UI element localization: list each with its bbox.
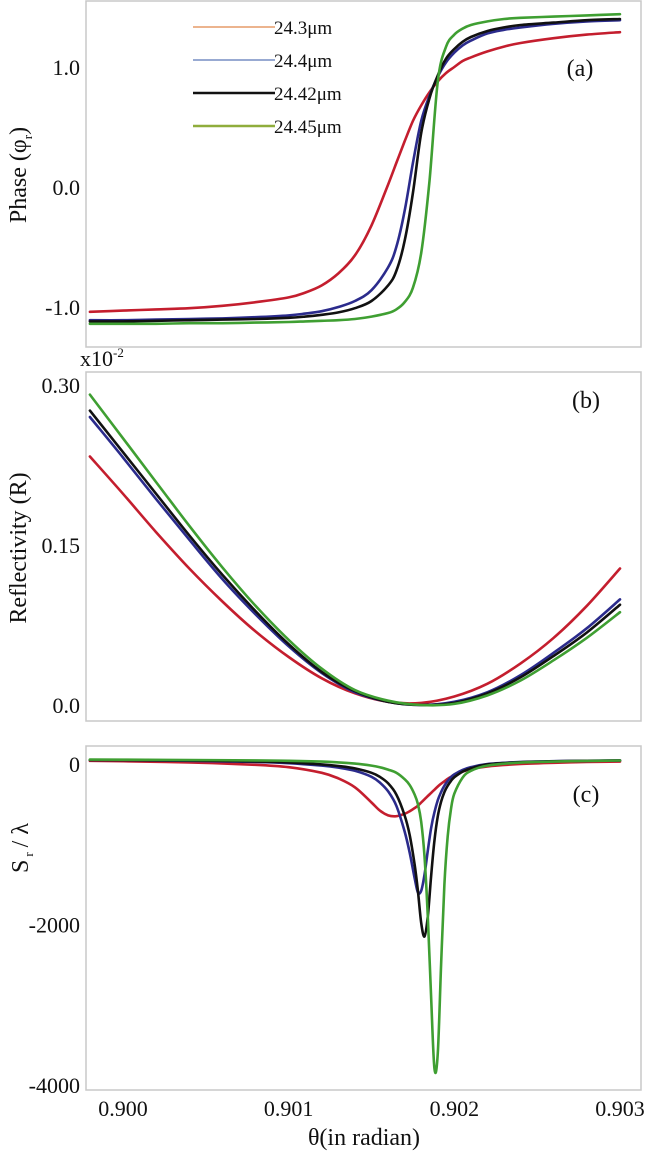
series-line-24-4-panel-a <box>88 18 622 322</box>
y-tick-label: -1.0 <box>45 295 80 320</box>
series-line-24-4-panel-b <box>88 415 622 707</box>
panel-b-scale-note: x10-2 <box>80 345 124 371</box>
y-tick-label: -2000 <box>29 913 80 938</box>
y-tick-label: 1.0 <box>53 55 81 80</box>
panel-c-label: (c) <box>573 782 600 808</box>
y-tick-label: 0.30 <box>42 373 81 398</box>
panel-b-frame <box>85 371 642 722</box>
panel-c: 0 -2000 -4000 0.900 0.901 0.902 0.903 Sr/ λ (… <box>8 745 645 1151</box>
legend-label: 24.4μm <box>274 51 332 72</box>
x-tick-label: 0.902 <box>430 1096 480 1121</box>
x-tick-label: 0.901 <box>264 1096 314 1121</box>
panel-a-yticks: 1.0 0.0 -1.0 <box>45 55 80 320</box>
series-line-24-42-panel-a <box>88 17 622 323</box>
y-tick-label: 0.15 <box>42 533 81 558</box>
x-tick-label: 0.903 <box>595 1096 645 1121</box>
series-line-24-42-panel-c <box>88 758 622 938</box>
x-axis-title: θ(in radian) <box>308 1125 420 1151</box>
legend-label: 24.45μm <box>274 117 342 138</box>
series-line-24-3-panel-a <box>88 30 622 314</box>
panel-c-frame <box>85 745 642 1091</box>
y-tick-label: 0.0 <box>53 175 81 200</box>
legend-label: 24.42μm <box>274 84 342 105</box>
panel-b-ylabel: Reflectivity (R) <box>6 472 32 623</box>
series-line-24-45-panel-a <box>88 12 622 326</box>
series-line-24-45-panel-c <box>88 758 622 1075</box>
panel-a-ylabel: Phase (φr) <box>6 127 35 223</box>
legend-label: 24.3μm <box>274 18 332 39</box>
panel-a: 1.00.0-1.0 Phase (φr) (a) 24.3μm24.4μm24… <box>6 0 642 348</box>
panel-b-yticks: 0.30 0.15 0.0 <box>42 373 81 718</box>
panel-b-label: (b) <box>572 388 600 414</box>
x-tick-label: 0.900 <box>98 1096 148 1121</box>
y-tick-label: -4000 <box>29 1073 80 1098</box>
y-tick-label: 0.0 <box>53 693 81 718</box>
panel-b-curves <box>88 393 622 707</box>
series-line-24-4-panel-c <box>88 758 622 895</box>
panel-a-frame <box>85 0 642 348</box>
panel-c-curves <box>88 758 622 1075</box>
panel-c-yticks: 0 -2000 -4000 <box>29 752 80 1098</box>
panel-b: 0.30 0.15 0.0 x10-2 Reflectivity (R) (b) <box>6 345 642 722</box>
panel-a-label: (a) <box>567 56 594 82</box>
panel-a-curves <box>88 12 622 326</box>
legend: 24.3μm 24.4μm 24.42μm 24.45μm <box>193 18 342 138</box>
y-tick-label: 0 <box>69 752 80 777</box>
x-axis-ticks: 0.900 0.901 0.902 0.903 <box>98 1096 645 1121</box>
panel-c-ylabel: Sr/ λ <box>8 823 36 873</box>
series-line-24-45-panel-b <box>88 393 622 707</box>
